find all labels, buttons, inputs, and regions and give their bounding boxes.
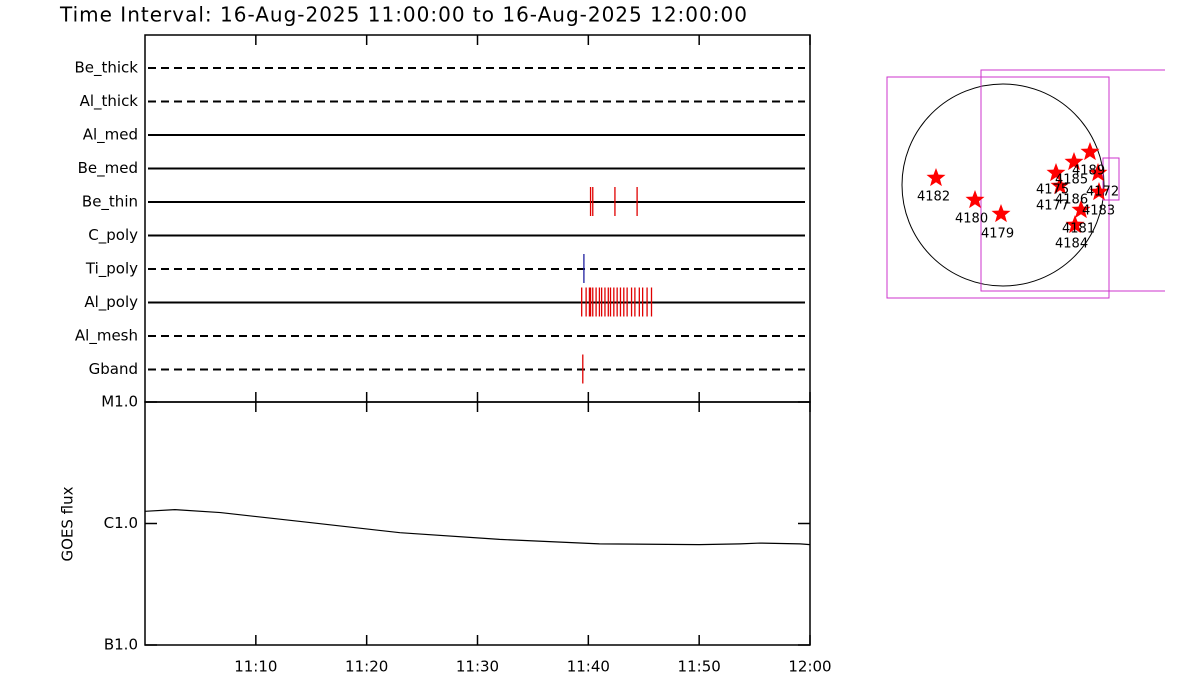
- title: Time Interval: 16-Aug-2025 11:00:00 to 1…: [59, 3, 748, 27]
- detector-label: Al_poly: [84, 293, 138, 312]
- region-star: [1065, 215, 1085, 234]
- goes-curve: [144, 509, 811, 546]
- event-frame: [144, 34, 811, 403]
- x-tick-label: 11:20: [345, 658, 388, 676]
- x-tick-label: 12:00: [788, 658, 831, 676]
- y-tick-label: C1.0: [104, 514, 138, 532]
- y-axis-label: GOES flux: [59, 486, 77, 561]
- region-label: 4184: [1055, 237, 1088, 252]
- region-star: [965, 190, 985, 209]
- solar-disk: [901, 83, 1105, 287]
- detector-label: C_poly: [88, 226, 138, 245]
- region-label: 4189: [1072, 164, 1105, 179]
- region-label: 4180: [955, 212, 988, 227]
- goes-frame: [144, 401, 811, 646]
- region-star: [1088, 163, 1108, 182]
- y-tick-label: M1.0: [101, 393, 138, 411]
- region-star: [1080, 142, 1100, 161]
- region-label: 4177: [1036, 199, 1069, 214]
- region-label: 4183: [1082, 204, 1115, 219]
- region-star: [1046, 163, 1066, 182]
- detector-label: Be_thin: [82, 193, 138, 212]
- region-label: 4181: [1062, 222, 1095, 237]
- x-tick-label: 11:50: [678, 658, 721, 676]
- region-star: [926, 168, 946, 187]
- region-star: [1089, 182, 1109, 201]
- region-label: 4185: [1055, 173, 1088, 188]
- detector-label: Al_med: [83, 126, 138, 145]
- fov-box: [886, 76, 1110, 299]
- detector-label: Be_thick: [74, 59, 138, 78]
- detector-label: Al_mesh: [75, 327, 138, 346]
- y-tick-label: B1.0: [104, 636, 138, 654]
- x-tick-label: 11:10: [234, 658, 277, 676]
- detector-label: Al_thick: [80, 92, 139, 111]
- region-label: 4172: [1086, 185, 1119, 200]
- region-star: [991, 204, 1011, 223]
- region-star: [1050, 176, 1070, 195]
- x-tick-label: 11:40: [567, 658, 610, 676]
- region-label: 4179: [981, 227, 1014, 242]
- detector-label: Ti_poly: [85, 260, 138, 279]
- region-label: 4182: [917, 190, 950, 205]
- region-star: [1071, 200, 1091, 219]
- region-star: [1064, 152, 1084, 171]
- x-tick-label: 11:30: [456, 658, 499, 676]
- fov-box: [980, 69, 1165, 292]
- detector-label: Be_med: [78, 159, 138, 178]
- map: 4182 4180 4179 4175 4177 4185 4186 4189 …: [886, 69, 1165, 299]
- detector-label: Gband: [89, 360, 138, 378]
- region-label: 4175: [1036, 183, 1069, 198]
- region-label: 4186: [1055, 193, 1088, 208]
